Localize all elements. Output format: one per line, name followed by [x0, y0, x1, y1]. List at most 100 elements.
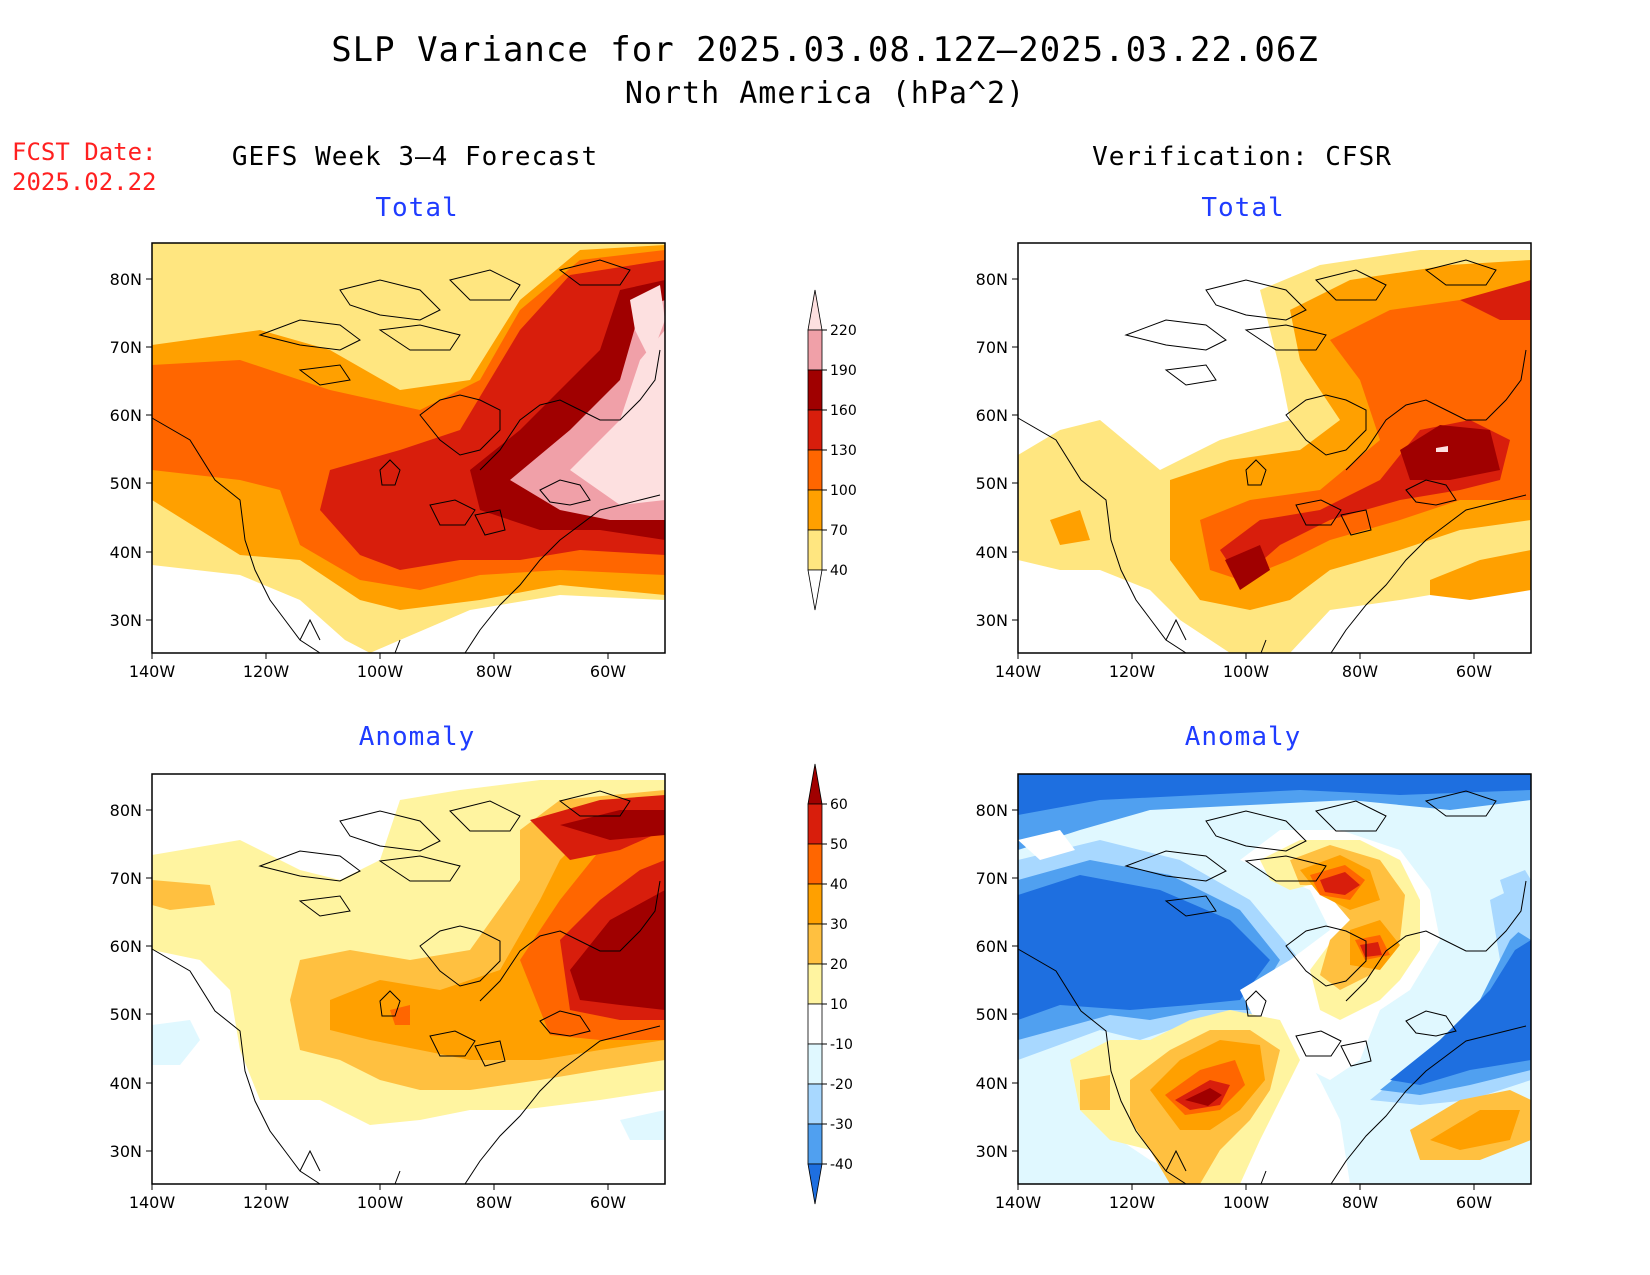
colorbar-label: 60: [830, 797, 848, 813]
colorbar-label: -40: [830, 1157, 853, 1173]
lon-tick-label: 120W: [1109, 1193, 1156, 1212]
lat-tick-label: 70N: [110, 338, 142, 357]
verification-total-map: [1018, 243, 1531, 653]
colorbar-label: 40: [830, 563, 848, 579]
colorbar-cap-top: [807, 289, 823, 331]
colorbar-label: 10: [830, 997, 848, 1013]
colorbar-cap-bottom: [807, 1163, 823, 1205]
lat-tick-label: 30N: [976, 1142, 1008, 1161]
colorbar-label: 190: [830, 363, 857, 379]
verification-total-title: Total: [1201, 193, 1285, 223]
lat-tick-label: 80N: [110, 270, 142, 289]
lat-tick-label: 40N: [976, 1074, 1008, 1093]
lat-tick-label: 50N: [976, 1005, 1008, 1024]
forecast-total-title: Total: [375, 193, 459, 223]
lat-tick-label: 30N: [976, 611, 1008, 630]
colorbar-swatch: [807, 329, 823, 371]
colorbar-swatch: [807, 449, 823, 491]
lon-tick-label: 140W: [129, 1193, 176, 1212]
lat-tick-label: 70N: [976, 338, 1008, 357]
lat-tick-label: 80N: [976, 801, 1008, 820]
colorbar-swatch: [807, 923, 823, 965]
lon-tick-label: 140W: [995, 1193, 1042, 1212]
colorbar-swatch: [807, 489, 823, 531]
verification-header: Verification: CFSR: [1092, 142, 1392, 172]
verification-anomaly-map: [1018, 774, 1531, 1184]
lat-tick-label: 50N: [976, 474, 1008, 493]
colorbar-swatch: [807, 1003, 823, 1045]
lat-tick-label: 50N: [110, 474, 142, 493]
lon-tick-label: 80W: [1342, 662, 1378, 681]
lat-tick-label: 60N: [976, 406, 1008, 425]
lat-tick-label: 70N: [110, 869, 142, 888]
lon-tick-label: 80W: [476, 1193, 512, 1212]
colorbar-swatch: [807, 843, 823, 885]
colorbar-cap-bottom: [807, 569, 823, 611]
lat-tick-label: 40N: [976, 543, 1008, 562]
lat-tick-label: 30N: [110, 611, 142, 630]
verification-anomaly-frame: [1017, 773, 1532, 1185]
lon-tick-label: 60W: [1456, 1193, 1492, 1212]
forecast-anomaly-title: Anomaly: [358, 722, 476, 752]
lat-tick-label: 80N: [110, 801, 142, 820]
main-title: SLP Variance for 2025.03.08.12Z–2025.03.…: [331, 30, 1319, 70]
colorbar-swatch: [807, 803, 823, 845]
lon-tick-label: 60W: [590, 662, 626, 681]
colorbar-label: 100: [830, 483, 857, 499]
colorbar-swatch: [807, 1083, 823, 1125]
fcst-date-label: FCST Date:: [12, 138, 157, 166]
colorbar-label: 20: [830, 957, 848, 973]
lon-tick-label: 80W: [1342, 1193, 1378, 1212]
colorbars: 220 190 160 130 100 70 40 60 50 40 30 20 10 -10 -20 -30…: [807, 289, 857, 1205]
colorbar-swatch: [807, 1043, 823, 1085]
lat-tick-label: 60N: [110, 406, 142, 425]
lon-tick-label: 80W: [476, 662, 512, 681]
lon-tick-label: 140W: [129, 662, 176, 681]
lon-tick-label: 60W: [590, 1193, 626, 1212]
axis-ticks: 80N 70N 60N 50N 40N 30N 140W 120W 100W 80W 60W 80N 7…: [110, 270, 1493, 1212]
lat-tick-label: 40N: [110, 1074, 142, 1093]
colorbar-cap-top: [807, 763, 823, 805]
verification-total-frame: [1017, 242, 1532, 654]
colorbar-label: 30: [830, 917, 848, 933]
forecast-total-frame: [151, 242, 666, 654]
lat-tick-label: 60N: [976, 937, 1008, 956]
colorbar-swatch: [807, 883, 823, 925]
lat-tick-label: 70N: [976, 869, 1008, 888]
colorbar-swatch: [807, 409, 823, 451]
colorbar-label: 40: [830, 877, 848, 893]
colorbar-label: 220: [830, 323, 857, 339]
lat-tick-label: 50N: [110, 1005, 142, 1024]
colorbar-swatch: [807, 1123, 823, 1165]
lat-tick-label: 80N: [976, 270, 1008, 289]
verification-anomaly-title: Anomaly: [1184, 722, 1302, 752]
colorbar-label: -20: [830, 1077, 853, 1093]
lon-tick-label: 120W: [1109, 662, 1156, 681]
coastline-outline: [151, 259, 661, 654]
lat-tick-label: 30N: [110, 1142, 142, 1161]
forecast-header: GEFS Week 3–4 Forecast: [231, 142, 599, 172]
colorbar-label: -30: [830, 1117, 853, 1133]
main-subtitle: North America (hPa^2): [624, 76, 1026, 111]
colorbar-label: 130: [830, 443, 857, 459]
forecast-total-map: [152, 243, 665, 653]
lon-tick-label: 140W: [995, 662, 1042, 681]
anomaly-colorbar: 60 50 40 30 20 10 -10 -20 -30 -40: [807, 763, 853, 1205]
colorbar-swatch: [807, 963, 823, 1005]
forecast-anomaly-frame: [151, 773, 666, 1185]
colorbar-swatch: [807, 369, 823, 411]
lon-tick-label: 100W: [357, 662, 404, 681]
lon-tick-label: 100W: [357, 1193, 404, 1212]
colorbar-label: 50: [830, 837, 848, 853]
fcst-date-value: 2025.02.22: [12, 168, 157, 196]
lon-tick-label: 100W: [1223, 662, 1270, 681]
lat-tick-label: 60N: [110, 937, 142, 956]
lon-tick-label: 120W: [243, 662, 290, 681]
lat-tick-label: 40N: [110, 543, 142, 562]
forecast-anomaly-map: [152, 774, 665, 1184]
colorbar-label: 160: [830, 403, 857, 419]
total-colorbar: 220 190 160 130 100 70 40: [807, 289, 857, 611]
lon-tick-label: 100W: [1223, 1193, 1270, 1212]
colorbar-label: -10: [830, 1037, 853, 1053]
